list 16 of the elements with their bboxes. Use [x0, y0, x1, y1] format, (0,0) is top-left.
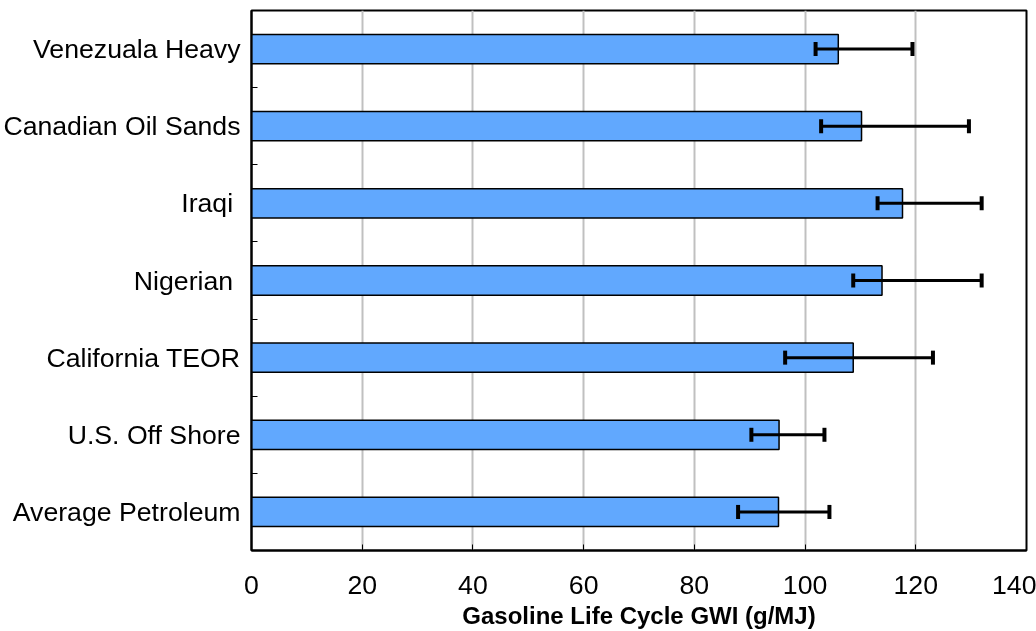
y-tick-label: Canadian Oil Sands — [3, 111, 241, 142]
x-tick-label: 120 — [893, 569, 939, 600]
x-tick-label: 0 — [244, 569, 259, 600]
x-tick-label: 80 — [679, 569, 710, 600]
y-tick-label: Iraqi — [181, 188, 234, 219]
x-tick-label: 20 — [347, 569, 378, 600]
y-tick-label: U.S. Off Shore — [67, 419, 241, 450]
x-tick-label: 140 — [992, 569, 1036, 600]
y-tick-label: Nigerian — [133, 265, 234, 296]
x-tick-label: 60 — [568, 569, 599, 600]
x-axis-title: Gasoline Life Cycle GWI (g/MJ) — [462, 601, 816, 629]
x-tick-label: 40 — [458, 569, 488, 600]
y-tick-label: Venezuala Heavy — [33, 34, 242, 65]
y-tick-label: California TEOR — [46, 342, 241, 373]
x-tick-label: 100 — [782, 569, 828, 600]
y-tick-label: Average Petroleum — [12, 496, 241, 527]
